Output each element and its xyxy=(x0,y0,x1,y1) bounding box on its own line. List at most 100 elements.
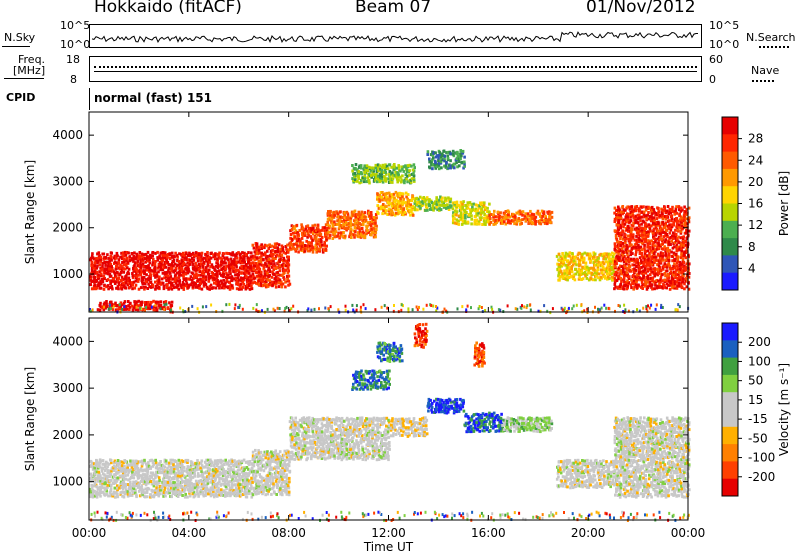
echo-cell xyxy=(455,200,459,204)
echo-cell xyxy=(179,269,183,273)
echo-cell xyxy=(214,254,217,258)
echo-cell xyxy=(336,212,340,216)
echo-cell xyxy=(263,276,267,280)
echo-cell xyxy=(113,254,117,258)
echo-cell xyxy=(134,491,137,495)
echo-cell xyxy=(652,272,656,275)
echo-cell xyxy=(133,286,137,290)
echo-cell xyxy=(617,267,621,271)
echo-cell xyxy=(192,267,195,271)
echo-cell xyxy=(121,467,124,470)
echo-cell xyxy=(451,149,455,153)
echo-cell xyxy=(394,175,397,179)
echo-cell xyxy=(434,151,437,155)
echo-cell xyxy=(666,215,670,219)
echo-cell xyxy=(432,202,436,205)
echo-cell xyxy=(642,271,646,275)
echo-cell xyxy=(352,180,355,184)
echo-cell xyxy=(675,248,679,252)
echo-cell xyxy=(622,276,626,280)
echo-cell xyxy=(475,219,479,223)
echo-cell xyxy=(162,464,165,468)
echo-cell xyxy=(90,263,93,267)
echo-cell xyxy=(518,212,521,216)
echo-cell xyxy=(103,305,106,309)
echo-cell xyxy=(452,162,456,166)
echo-cell xyxy=(640,261,643,264)
echo-cell xyxy=(125,258,128,262)
echo-cell xyxy=(675,253,678,256)
echo-cell xyxy=(208,268,211,272)
echo-cell xyxy=(101,252,104,256)
echo-cell xyxy=(663,272,667,275)
echo-cell xyxy=(628,213,632,217)
echo-cell xyxy=(591,268,595,272)
echo-cell xyxy=(634,214,638,218)
echo-cell xyxy=(646,309,649,313)
echo-cell xyxy=(651,276,655,280)
echo-region-0-5 xyxy=(413,195,453,212)
echo-cell xyxy=(607,268,610,272)
echo-cell xyxy=(163,261,167,264)
echo-cell xyxy=(173,472,176,475)
echo-cell xyxy=(414,197,418,201)
echo-cell xyxy=(92,462,96,466)
echo-cell xyxy=(676,284,679,288)
echo-cell xyxy=(627,258,630,262)
echo-cell xyxy=(608,307,611,311)
echo-cell xyxy=(655,222,658,226)
echo-cell xyxy=(640,285,643,289)
echo-cell xyxy=(360,216,363,220)
echo-cell xyxy=(108,475,112,479)
echo-cell xyxy=(159,267,163,271)
echo-cell xyxy=(100,466,103,470)
echo-cell xyxy=(249,275,252,279)
echo-cell xyxy=(116,308,119,312)
echo-cell xyxy=(98,254,101,258)
echo-cell xyxy=(566,278,569,282)
echo-cell xyxy=(503,216,506,220)
echo-cell xyxy=(103,301,107,305)
echo-cell xyxy=(282,256,285,260)
echo-cell xyxy=(486,206,489,210)
echo-cell xyxy=(291,231,295,235)
echo-cell xyxy=(438,153,441,157)
echo-cell xyxy=(231,267,235,271)
echo-cell xyxy=(664,250,667,254)
echo-cell xyxy=(217,280,220,284)
echo-cell xyxy=(250,281,253,285)
echo-cell xyxy=(492,218,495,222)
echo-cell xyxy=(672,221,675,225)
echo-cell xyxy=(172,470,176,474)
echo-cell xyxy=(432,151,436,155)
echo-cell xyxy=(148,269,151,273)
echo-cell xyxy=(593,271,597,275)
echo-cell xyxy=(458,205,462,209)
echo-cell xyxy=(149,493,152,497)
echo-cell xyxy=(397,208,400,212)
echo-cell xyxy=(442,205,446,209)
echo-cell xyxy=(192,276,195,280)
echo-cell xyxy=(656,237,660,241)
echo-cell xyxy=(642,205,645,209)
echo-cell xyxy=(117,466,121,470)
echo-cell xyxy=(672,231,675,235)
echo-cell xyxy=(135,463,139,466)
echo-cell xyxy=(255,257,259,261)
echo-cell xyxy=(493,219,497,223)
echo-cell xyxy=(483,201,486,205)
echo-cell xyxy=(623,310,626,314)
echo-cell xyxy=(652,267,655,271)
echo-cell xyxy=(591,272,594,276)
echo-cell xyxy=(215,270,219,274)
echo-cell xyxy=(652,227,656,231)
echo-cell xyxy=(172,264,175,268)
echo-cell xyxy=(158,305,162,309)
echo-cell xyxy=(477,220,481,224)
echo-cell xyxy=(362,223,365,227)
echo-cell xyxy=(440,166,443,170)
echo-cell xyxy=(323,243,326,247)
echo-cell xyxy=(179,265,182,269)
echo-cell xyxy=(431,204,435,208)
echo-cell xyxy=(461,149,465,153)
